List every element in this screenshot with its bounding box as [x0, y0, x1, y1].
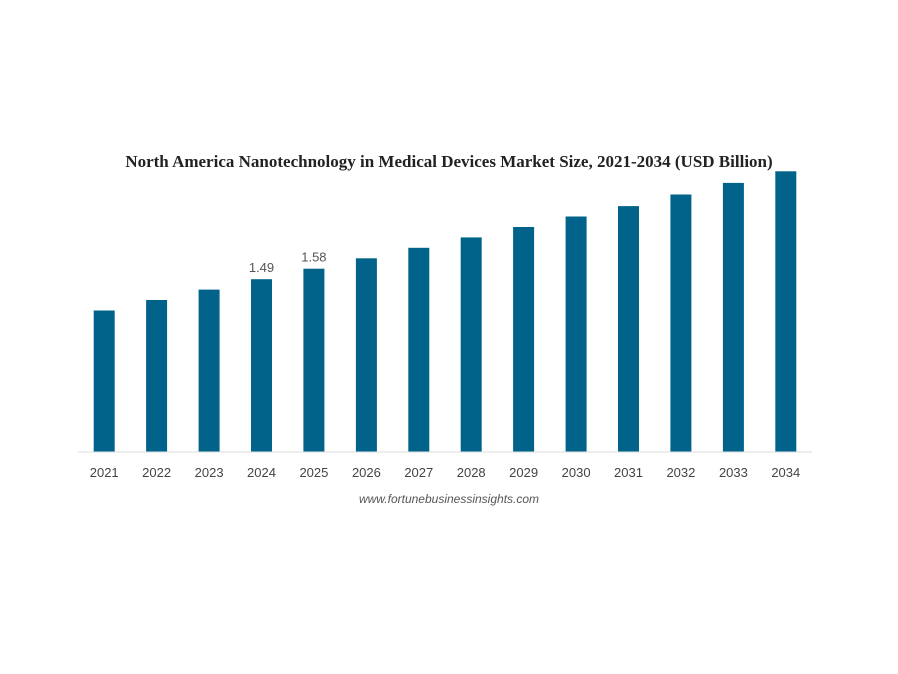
chart-title: North America Nanotechnology in Medical … — [125, 152, 773, 171]
x-tick-label-2033: 2033 — [719, 465, 748, 480]
x-tick-label-2023: 2023 — [195, 465, 224, 480]
bar-2028 — [460, 237, 482, 452]
bar-2034 — [775, 171, 797, 453]
x-tick-label-2032: 2032 — [666, 465, 695, 480]
x-tick-label-2024: 2024 — [247, 465, 276, 480]
bar-2032 — [670, 194, 692, 452]
bar-2029 — [513, 227, 535, 452]
bar-2024 — [251, 279, 272, 452]
bar-2027 — [408, 247, 430, 452]
bar-2026 — [355, 258, 377, 452]
bar-2033 — [722, 182, 744, 452]
bar-2021 — [93, 310, 115, 452]
x-tick-label-2029: 2029 — [509, 465, 538, 480]
x-tick-label-2031: 2031 — [614, 465, 643, 480]
x-tick-label-2027: 2027 — [404, 465, 433, 480]
bar-2030 — [565, 216, 587, 452]
data-label-2025: 1.58 — [301, 250, 326, 265]
x-tick-label-2034: 2034 — [771, 465, 800, 480]
x-tick-label-2028: 2028 — [457, 465, 486, 480]
x-tick-label-2026: 2026 — [352, 465, 381, 480]
x-tick-label-2021: 2021 — [90, 465, 119, 480]
x-tick-label-2022: 2022 — [142, 465, 171, 480]
data-label-2024: 1.49 — [249, 260, 274, 275]
bar-2022 — [146, 300, 168, 452]
bar-2031 — [618, 206, 639, 452]
x-tick-label-2025: 2025 — [299, 465, 328, 480]
bars-layer — [93, 171, 797, 453]
bar-2023 — [198, 289, 220, 452]
source-caption: www.fortunebusinessinsights.com — [358, 492, 540, 506]
bar-2025 — [303, 268, 325, 452]
labels-layer: 2021 2022 2023 2024 1.49 2025 1.58 2026 2027 2028… — [90, 250, 801, 480]
x-tick-label-2030: 2030 — [562, 465, 591, 480]
